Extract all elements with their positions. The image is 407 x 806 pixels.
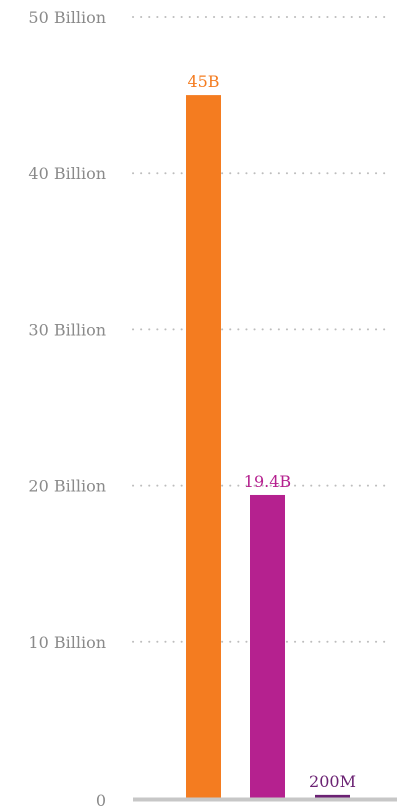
bar-value-label: 200M — [309, 772, 356, 791]
bar-value-label: 45B — [187, 72, 219, 91]
y-tick-label: 20 Billion — [28, 477, 106, 496]
y-tick-label: 10 Billion — [28, 633, 106, 652]
y-tick-label: 30 Billion — [28, 320, 106, 339]
y-tick-label: 40 Billion — [28, 164, 106, 183]
value-labels: 45B 19.4B 200M — [187, 72, 356, 791]
bars — [186, 95, 350, 799]
bar — [250, 494, 285, 798]
y-axis-ticks: 0 10 Billion 20 Billion 30 Billion 40 Billio… — [28, 8, 106, 806]
y-tick-label: 50 Billion — [28, 8, 106, 27]
bar-value-label: 19.4B — [244, 472, 291, 491]
bar — [186, 95, 221, 799]
y-tick-label: 0 — [96, 791, 106, 806]
bar — [315, 794, 350, 798]
